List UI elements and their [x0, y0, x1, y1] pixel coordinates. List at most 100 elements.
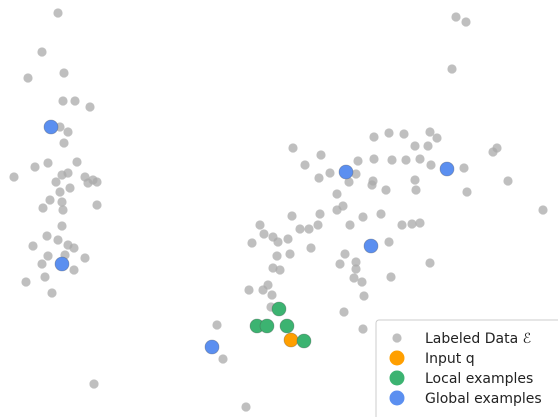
data-point — [272, 251, 282, 261]
data-point — [425, 258, 435, 268]
data-point — [57, 221, 67, 231]
data-point — [259, 229, 269, 239]
data-point — [259, 318, 275, 334]
data-point — [218, 354, 228, 364]
data-point — [363, 238, 379, 254]
data-point — [415, 218, 425, 228]
series-labeled-data — [9, 8, 548, 412]
data-point — [285, 249, 295, 259]
data-point — [410, 175, 420, 185]
data-point — [83, 178, 93, 188]
data-point — [304, 224, 314, 234]
data-point — [376, 209, 386, 219]
data-point — [37, 47, 47, 57]
data-point — [279, 318, 295, 334]
data-point — [411, 185, 421, 195]
data-point — [37, 259, 47, 269]
data-point — [43, 251, 53, 261]
data-point — [288, 143, 298, 153]
data-point — [386, 272, 396, 282]
data-point — [325, 168, 335, 178]
data-point — [59, 138, 69, 148]
data-point — [314, 173, 324, 183]
data-point — [344, 177, 354, 187]
legend-entry: Global examples — [389, 390, 542, 407]
data-point — [283, 332, 299, 348]
data-point — [72, 157, 82, 167]
data-point — [353, 156, 363, 166]
data-point — [351, 169, 361, 179]
legend-marker — [389, 350, 405, 366]
legend-entry: Local examples — [389, 370, 533, 387]
data-point — [340, 249, 350, 259]
data-point — [268, 263, 278, 273]
data-point — [345, 220, 355, 230]
legend-box — [375, 319, 558, 417]
data-point — [384, 237, 394, 247]
data-point — [247, 238, 257, 248]
data-point — [55, 187, 65, 197]
series-global-examples — [43, 119, 455, 355]
data-point — [367, 180, 377, 190]
data-point — [28, 241, 38, 251]
data-point — [358, 212, 368, 222]
legend-label: Local examples — [425, 371, 533, 387]
data-point — [313, 220, 323, 230]
data-point — [241, 402, 251, 412]
legend: Labeled Data ℰ Input q Local examples Globa… — [375, 319, 558, 417]
data-point — [451, 12, 461, 22]
data-point — [387, 155, 397, 165]
data-point — [332, 205, 342, 215]
data-point — [351, 257, 361, 267]
data-point — [295, 224, 305, 234]
data-point — [63, 127, 73, 137]
data-point — [92, 200, 102, 210]
data-point — [38, 203, 48, 213]
data-point — [275, 265, 285, 275]
legend-marker — [389, 390, 405, 406]
data-point — [43, 158, 53, 168]
data-point — [255, 220, 265, 230]
data-point — [447, 64, 457, 74]
data-point — [69, 243, 79, 253]
data-point — [80, 253, 90, 263]
legend-label: Input q — [425, 351, 475, 367]
data-point — [423, 141, 433, 151]
data-point — [47, 288, 57, 298]
legend-marker — [392, 333, 402, 343]
data-point — [462, 187, 472, 197]
data-point — [316, 150, 326, 160]
data-point — [267, 290, 277, 300]
data-point — [92, 177, 102, 187]
data-point — [57, 197, 67, 207]
data-point — [397, 220, 407, 230]
data-point — [399, 129, 409, 139]
data-point — [349, 273, 359, 283]
data-point — [287, 211, 297, 221]
data-point — [283, 234, 293, 244]
data-point — [426, 160, 436, 170]
legend-entry: Input q — [389, 350, 475, 367]
data-point — [432, 133, 442, 143]
data-point — [53, 8, 63, 18]
data-point — [459, 163, 469, 173]
data-point — [204, 339, 220, 355]
data-point — [69, 265, 79, 275]
data-point — [58, 205, 68, 215]
data-point — [40, 272, 50, 282]
data-point — [306, 243, 316, 253]
data-point — [488, 147, 498, 157]
data-point — [59, 68, 69, 78]
legend-marker — [389, 370, 405, 386]
data-point — [70, 96, 80, 106]
data-point — [43, 119, 59, 135]
data-point — [357, 277, 367, 287]
data-point — [65, 183, 75, 193]
data-point — [21, 277, 31, 287]
data-point — [381, 185, 391, 195]
data-point — [358, 324, 368, 334]
series-local-examples — [249, 301, 312, 349]
data-point — [339, 307, 349, 317]
data-point — [53, 235, 63, 245]
